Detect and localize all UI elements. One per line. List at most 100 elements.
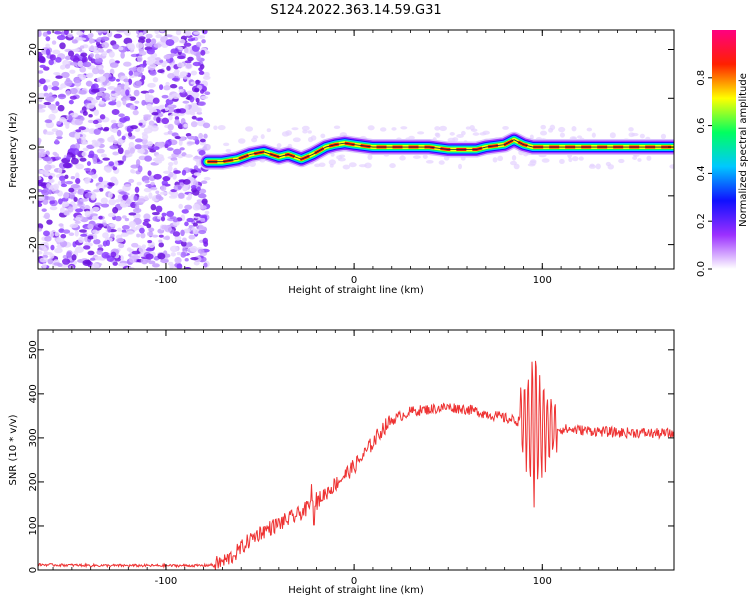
noise-cell — [186, 241, 193, 248]
noise-cell — [176, 251, 182, 256]
noise-cell — [46, 183, 51, 189]
noise-cell — [143, 213, 151, 220]
noise-cell — [148, 192, 153, 199]
halo-cell — [589, 163, 595, 167]
noise-cell — [104, 97, 110, 101]
noise-cell — [71, 157, 79, 165]
halo-cell — [591, 132, 596, 138]
noise-cell — [135, 204, 140, 211]
halo-cell — [669, 164, 674, 169]
noise-cell — [192, 61, 201, 67]
noise-cell — [43, 230, 50, 237]
noise-cell — [91, 139, 97, 143]
noise-cell — [184, 204, 193, 210]
noise-cell — [95, 95, 101, 101]
noise-cell — [69, 88, 78, 95]
halo-cell — [251, 137, 258, 143]
noise-cell — [91, 67, 100, 75]
noise-cell — [95, 123, 103, 128]
noise-cell — [68, 99, 74, 105]
noise-cell — [158, 234, 164, 238]
noise-cell — [69, 192, 75, 200]
halo-cell — [318, 162, 326, 168]
noise-cell — [63, 191, 70, 199]
noise-cell — [197, 101, 206, 106]
halo-cell — [336, 155, 343, 160]
noise-cell — [107, 136, 116, 143]
noise-cell — [38, 151, 44, 159]
noise-cell — [151, 211, 160, 216]
noise-cell — [55, 56, 62, 63]
noise-cell — [126, 198, 131, 205]
noise-cell — [43, 212, 51, 220]
halo-cell — [217, 124, 226, 131]
x-tick-label: 0 — [351, 275, 357, 286]
halo-cell — [559, 132, 565, 138]
noise-cell — [182, 237, 187, 243]
noise-cell — [108, 76, 116, 82]
noise-cell — [140, 257, 149, 265]
noise-cell — [38, 189, 43, 193]
noise-cell — [41, 190, 50, 196]
noise-cell — [193, 165, 199, 171]
noise-cell — [129, 104, 136, 110]
halo-cell — [559, 158, 565, 165]
noise-cell — [50, 244, 55, 251]
halo-cell — [646, 155, 652, 161]
noise-cell — [78, 126, 87, 131]
snr-series-line — [38, 360, 674, 570]
halo-cell — [639, 133, 645, 139]
noise-cell — [148, 260, 156, 265]
noise-cell — [73, 196, 78, 202]
noise-cell — [160, 36, 169, 43]
noise-cell — [88, 37, 94, 44]
noise-cell — [107, 30, 113, 38]
noise-cell — [71, 39, 78, 44]
halo-cell — [541, 158, 550, 163]
noise-cell — [162, 170, 172, 174]
noise-cell — [169, 245, 179, 253]
noise-cell — [91, 88, 100, 93]
noise-cell — [91, 83, 99, 90]
halo-cell — [660, 133, 667, 140]
halo-cell — [348, 162, 357, 168]
noise-cell — [86, 161, 92, 166]
halo-cell — [266, 128, 271, 133]
noise-cell — [63, 210, 70, 216]
spectrogram-ylabel: Frequency (Hz) — [8, 112, 19, 188]
noise-cell — [74, 119, 83, 126]
noise-cell — [101, 251, 110, 259]
noise-cell — [133, 195, 138, 202]
noise-cell — [128, 221, 137, 228]
noise-cell — [64, 79, 73, 86]
noise-cell — [109, 145, 119, 150]
noise-cell — [200, 49, 206, 56]
noise-cell — [120, 232, 129, 237]
noise-cell — [202, 237, 209, 245]
noise-cell — [99, 187, 104, 192]
spectrogram-xlabel: Height of straight line (km) — [288, 285, 424, 296]
noise-cell — [198, 188, 207, 194]
noise-cell — [135, 80, 142, 86]
noise-cell — [108, 161, 115, 167]
noise-cell — [54, 231, 60, 237]
noise-cell — [198, 230, 207, 235]
noise-cell — [48, 59, 54, 66]
noise-cell — [195, 79, 200, 85]
noise-cell — [169, 171, 174, 178]
noise-cell — [169, 84, 178, 89]
noise-cell — [125, 266, 135, 269]
noise-cell — [118, 243, 125, 249]
noise-cell — [54, 247, 63, 254]
halo-cell — [632, 156, 638, 160]
noise-cell — [165, 98, 174, 105]
noise-cell — [48, 113, 56, 121]
noise-cell — [135, 159, 141, 166]
noise-cell — [57, 104, 65, 112]
noise-cell — [192, 228, 200, 235]
noise-cell — [38, 227, 43, 232]
colorbar: 0.0 0.2 0.4 0.6 0.8 Normalized spectral ampl… — [696, 30, 749, 277]
noise-cell — [191, 91, 200, 98]
noise-cell — [143, 114, 152, 118]
noise-cell — [165, 39, 175, 47]
